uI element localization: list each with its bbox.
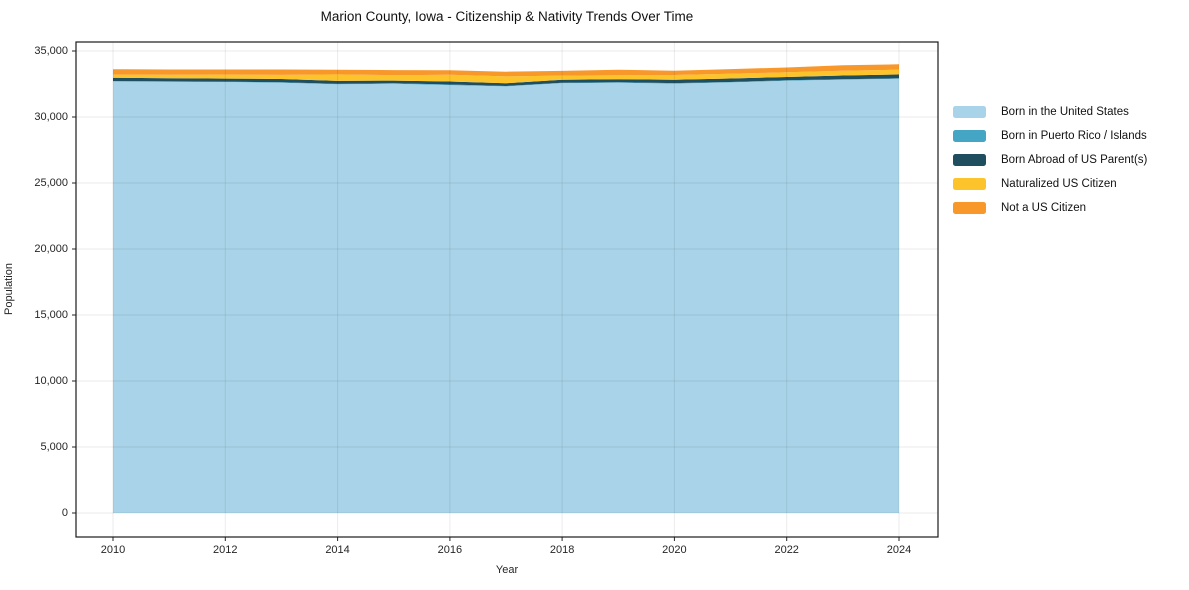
y-tick-label: 20,000 xyxy=(34,242,68,255)
x-tick-label: 2016 xyxy=(437,544,463,556)
x-tick-label: 2020 xyxy=(662,544,687,556)
legend-item-naturalized: Naturalized US Citizen xyxy=(953,177,1147,190)
y-tick-label: 10,000 xyxy=(34,374,68,387)
area-series xyxy=(113,78,899,87)
x-tick-label: 2012 xyxy=(213,544,238,556)
legend-item-not-citizen: Not a US Citizen xyxy=(953,201,1147,214)
legend-label: Born in Puerto Rico / Islands xyxy=(1001,129,1147,142)
legend-label: Naturalized US Citizen xyxy=(1001,177,1117,190)
legend-item-puerto-rico: Born in Puerto Rico / Islands xyxy=(953,129,1147,142)
legend-swatch-born-abroad xyxy=(953,153,986,166)
legend: Born in the United States Born in Puerto… xyxy=(953,105,1147,214)
legend-label: Born in the United States xyxy=(1001,105,1129,118)
legend-swatch-not-citizen xyxy=(953,201,986,214)
y-axis-label: Population xyxy=(3,263,15,315)
chart-title: Marion County, Iowa - Citizenship & Nati… xyxy=(320,9,694,24)
x-tick-label: 2014 xyxy=(325,544,350,556)
x-axis-label: Year xyxy=(495,564,519,576)
x-tick-label: 2022 xyxy=(774,544,799,556)
y-tick-label: 35,000 xyxy=(34,44,68,57)
legend-swatch-puerto-rico xyxy=(953,129,986,142)
x-tick-label: 2024 xyxy=(886,544,912,556)
area-series xyxy=(113,78,899,513)
area-series xyxy=(113,64,899,77)
legend-swatch-naturalized xyxy=(953,177,986,190)
y-tick-label: 15,000 xyxy=(34,308,68,321)
legend-label: Not a US Citizen xyxy=(1001,201,1087,214)
plot-frame xyxy=(75,41,939,538)
legend-swatch-born-us xyxy=(953,105,986,118)
y-tick-label: 25,000 xyxy=(34,176,68,189)
x-tick-label: 2010 xyxy=(100,544,126,556)
y-tick-label: 5,000 xyxy=(40,440,68,453)
legend-label: Born Abroad of US Parent(s) xyxy=(1001,153,1148,166)
legend-item-born-abroad: Born Abroad of US Parent(s) xyxy=(953,153,1147,166)
area-series xyxy=(113,74,899,86)
x-tick-label: 2018 xyxy=(549,544,575,556)
legend-item-born-us: Born in the United States xyxy=(953,105,1147,118)
y-tick-label: 0 xyxy=(61,506,68,519)
y-tick-label: 30,000 xyxy=(34,110,68,123)
area-series xyxy=(113,69,899,84)
